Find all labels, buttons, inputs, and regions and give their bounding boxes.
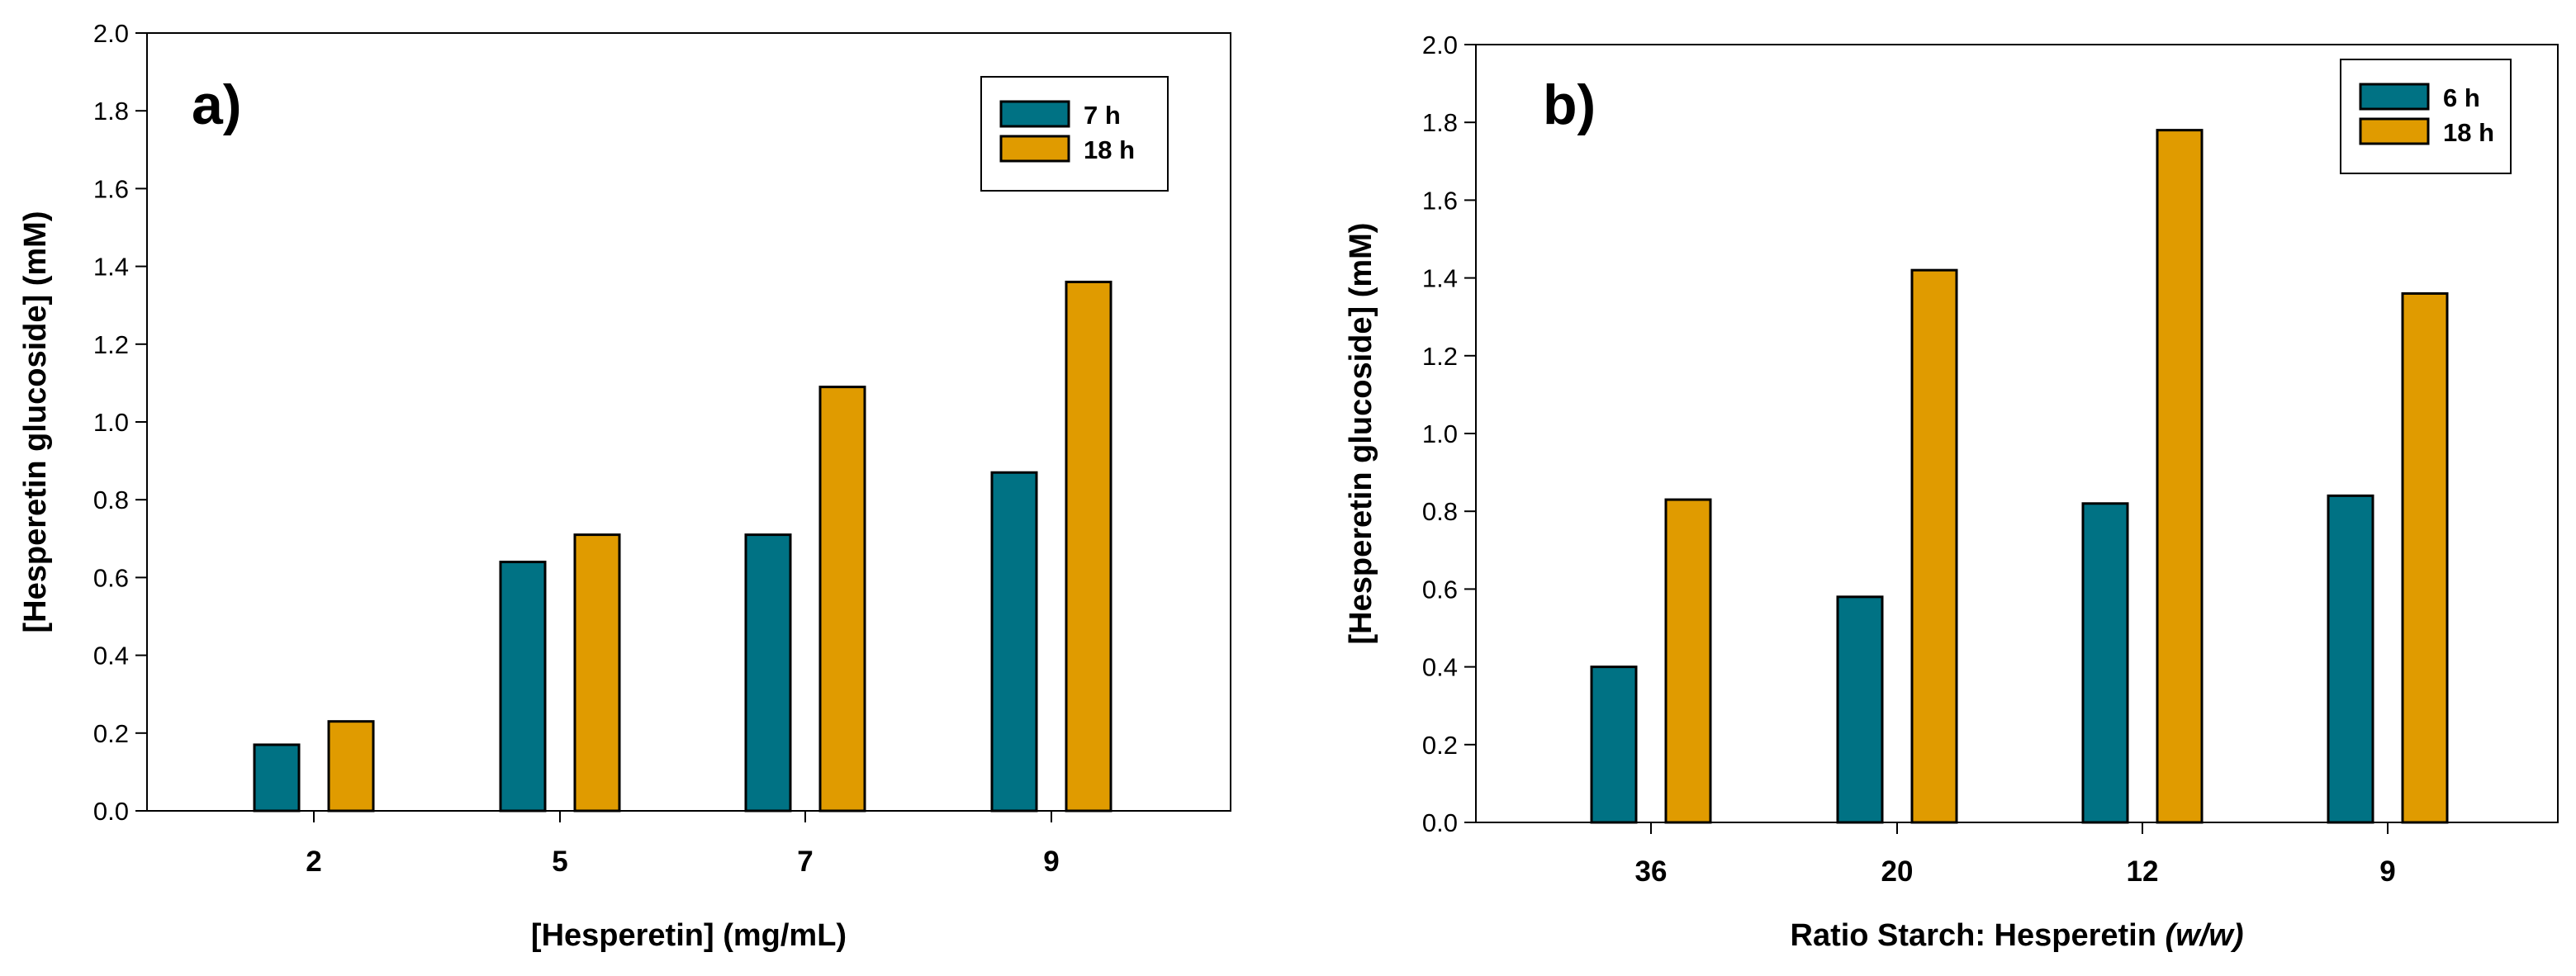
bar-7h-7: [744, 533, 792, 813]
y-tick-label: 0.6: [93, 563, 129, 592]
bar-18h-2: [327, 720, 375, 813]
y-tick-label: 1.4: [1422, 264, 1458, 293]
legend-label: 6 h: [2443, 83, 2480, 112]
chart-panel-b: 0.0 0.2 0.4 0.6 0.8 1.0 1.2 1.4 1.6 1.8 2.0 36 20 12 9…: [1344, 31, 2559, 953]
bar-18h-12: [2156, 129, 2204, 824]
y-axis-title: [Hesperetin glucoside] (mM): [18, 211, 53, 633]
y-tick-label: 2.0: [1422, 31, 1458, 59]
bar-6h-9: [2327, 494, 2374, 824]
x-tick-label: 7: [797, 846, 813, 878]
y-tick-label: 1.8: [93, 97, 129, 126]
x-axis-title: [Hesperetin] (mg/mL): [531, 918, 847, 953]
bar-18h-9: [1065, 280, 1112, 813]
x-axis-title-italic: (w/w): [2166, 918, 2244, 953]
y-tick-label: 0.8: [93, 486, 129, 514]
x-tick-label: 9: [2379, 855, 2395, 888]
bar-18h-20: [1910, 268, 1958, 824]
legend-label: 18 h: [2443, 118, 2494, 147]
y-tick-label: 0.0: [93, 797, 129, 826]
bar-6h-12: [2081, 502, 2129, 824]
x-axis-title-text: Ratio Starch: Hesperetin: [1791, 918, 2166, 953]
y-tick-label: 0.2: [93, 719, 129, 748]
y-tick-label: 1.0: [93, 408, 129, 437]
bar-7h-9: [990, 471, 1038, 813]
bar-18h-9: [2401, 291, 2449, 824]
x-axis-title: Ratio Starch: Hesperetin (w/w): [1791, 918, 2244, 953]
y-tick-label: 1.6: [1422, 186, 1458, 215]
x-tick-label: 20: [1881, 855, 1914, 888]
x-tick-label: 12: [2127, 855, 2159, 888]
legend-box: [980, 76, 1169, 192]
chart-panel-a: 0.0 0.2 0.4 0.6 0.8 1.0 1.2 1.4 1.6 1.8 2.0 2 5 7 9 [He…: [18, 19, 1231, 953]
y-tick-label: 1.6: [93, 174, 129, 203]
y-tick-label: 1.2: [1422, 342, 1458, 371]
x-axis-title-text: [Hesperetin] (mg/mL): [531, 918, 847, 953]
y-tick-label: 0.8: [1422, 497, 1458, 526]
legend-box: [2340, 59, 2512, 174]
y-tick-label: 0.4: [1422, 653, 1458, 682]
x-tick-label: 2: [306, 846, 321, 878]
legend-swatch-18h: [999, 135, 1070, 163]
y-axis-title: [Hesperetin glucoside] (mM): [1344, 223, 1378, 645]
panel-label: a): [192, 73, 241, 136]
legend-label: 18 h: [1084, 135, 1135, 164]
y-tick-label: 1.2: [93, 330, 129, 359]
legend-swatch-7h: [999, 100, 1070, 128]
y-tick-label: 0.0: [1422, 808, 1458, 837]
y-tick-label: 1.0: [1422, 419, 1458, 448]
bar-18h-36: [1664, 498, 1712, 824]
y-tick-label: 0.4: [93, 642, 129, 670]
y-tick-label: 0.6: [1422, 575, 1458, 604]
bar-6h-36: [1590, 666, 1638, 824]
bar-18h-5: [573, 533, 621, 813]
y-tick-label: 0.2: [1422, 731, 1458, 760]
legend-swatch-18h: [2359, 117, 2430, 145]
legend-swatch-6h: [2359, 83, 2430, 111]
y-tick-label: 2.0: [93, 19, 129, 48]
x-tick-label: 9: [1043, 846, 1059, 878]
panel-label: b): [1543, 73, 1596, 136]
bar-18h-7: [818, 386, 866, 813]
y-tick-label: 1.4: [93, 253, 129, 282]
y-tick-label: 1.8: [1422, 108, 1458, 137]
bar-6h-20: [1836, 595, 1884, 824]
x-tick-label: 36: [1635, 855, 1668, 888]
bar-7h-2: [253, 743, 301, 813]
x-tick-label: 5: [552, 846, 567, 878]
legend-label: 7 h: [1084, 101, 1121, 130]
bar-7h-5: [499, 561, 547, 813]
